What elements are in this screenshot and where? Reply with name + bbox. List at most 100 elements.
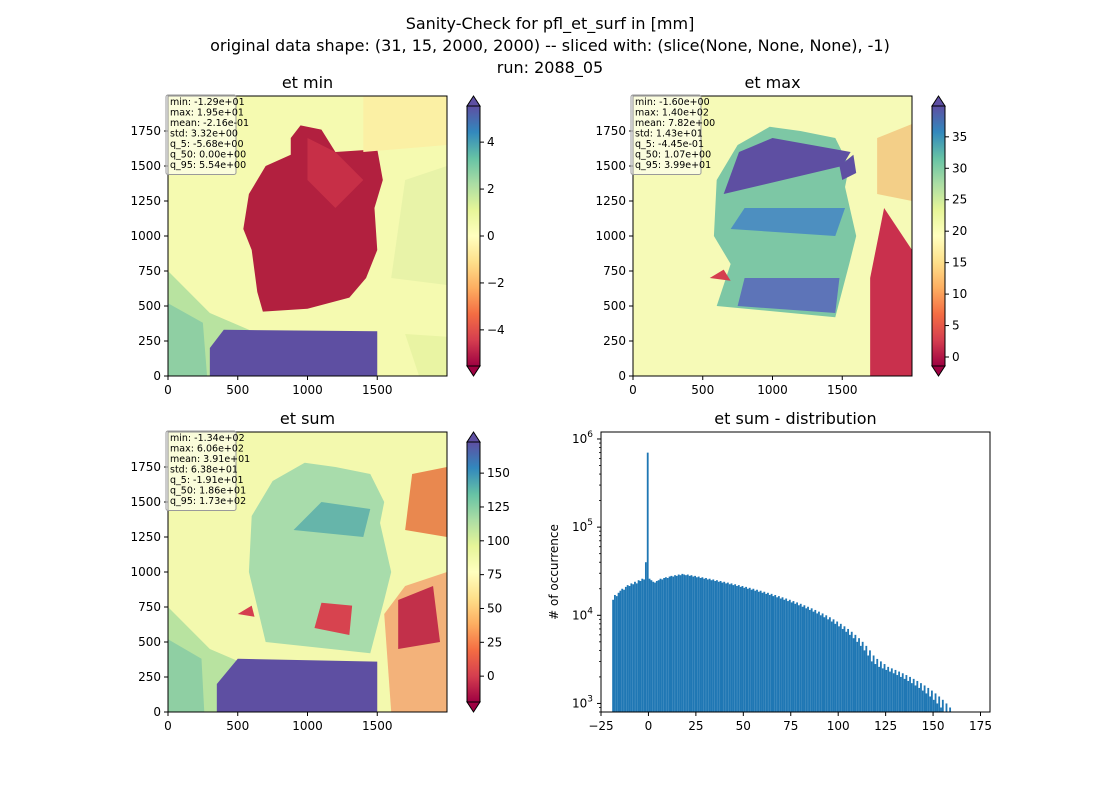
histogram-bar <box>686 574 689 712</box>
histogram-ylabel: # of occurrence <box>547 524 561 620</box>
histogram-bar <box>644 562 647 712</box>
histogram-bar <box>932 699 935 712</box>
histogram-bar <box>792 601 795 712</box>
histogram-bar <box>887 666 890 712</box>
histogram-bar <box>714 580 717 712</box>
stats-line: mean: 3.91e+01 <box>170 454 250 465</box>
x-tick-label: 175 <box>969 719 992 733</box>
x-tick-label: 0 <box>645 719 653 733</box>
histogram-bar <box>683 574 686 712</box>
histogram-bar <box>697 576 700 712</box>
colorbar-extend-max <box>931 95 946 107</box>
stats-line: min: -1.60e+00 <box>635 97 710 108</box>
histogram-bar <box>641 578 644 712</box>
histogram-bar <box>914 685 917 712</box>
y-tick-label: 1500 <box>595 159 626 173</box>
y-tick-label: 750 <box>138 264 161 278</box>
stats-line: std: 3.32e+00 <box>170 129 238 140</box>
histogram-bar <box>892 673 895 712</box>
histogram-bar <box>870 661 873 712</box>
histogram-bar <box>614 594 616 712</box>
histogram-bar <box>772 596 775 712</box>
histogram-bar <box>728 584 731 712</box>
y-tick-label: 104 <box>572 606 593 622</box>
y-tick-label: 1000 <box>130 565 161 579</box>
histogram-bar <box>909 676 911 712</box>
histogram-bar <box>770 593 773 712</box>
histogram-bar <box>890 668 893 712</box>
histogram-bar <box>814 609 817 712</box>
panel-title: et min <box>282 73 333 92</box>
x-tick-label: 1000 <box>292 719 323 733</box>
heatmap-region <box>870 208 912 376</box>
histogram-bar <box>759 590 762 712</box>
histogram-bar <box>639 580 642 712</box>
colorbar-tick-label: 4 <box>487 135 495 149</box>
histogram-bar <box>896 675 899 712</box>
histogram-bar <box>929 696 931 712</box>
histogram-bar <box>752 588 755 712</box>
figure-title-line-1: Sanity-Check for pfl_et_surf in [mm] <box>405 14 695 33</box>
stats-line: q_50: 0.00e+00 <box>170 150 246 161</box>
y-tick-label: 750 <box>138 600 161 614</box>
histogram-bar <box>719 580 722 712</box>
histogram-bar <box>816 613 819 712</box>
colorbar-tick-label: 0 <box>487 669 495 683</box>
histogram-bar <box>808 609 811 712</box>
histogram-bar <box>945 703 948 712</box>
histogram-bar <box>726 582 729 712</box>
stats-line: q_95: 3.99e+01 <box>635 160 711 171</box>
stats-box-frame <box>630 94 702 175</box>
histogram-bar <box>737 585 740 712</box>
histogram-bar <box>861 641 864 712</box>
histogram-bar <box>881 668 884 712</box>
x-tick-label: 1500 <box>362 719 393 733</box>
histogram-bar <box>865 645 868 712</box>
histogram-bar <box>894 669 897 712</box>
stats-box-frame <box>165 430 237 511</box>
histogram-bar <box>677 574 680 712</box>
y-tick-label: 500 <box>138 299 161 313</box>
histogram-bar <box>712 579 715 712</box>
histogram-bar <box>767 592 769 712</box>
histogram-bar <box>756 589 758 712</box>
colorbar-extend-min <box>931 365 946 377</box>
x-tick-label: 1500 <box>827 383 858 397</box>
histogram-bar <box>845 631 848 712</box>
y-tick-label: 1000 <box>595 229 626 243</box>
y-tick-label: 105 <box>572 518 593 534</box>
histogram-bar <box>763 591 766 712</box>
x-tick-label: 75 <box>783 719 798 733</box>
histogram-bar <box>910 683 913 712</box>
histogram-bar <box>854 634 857 712</box>
histogram-bar <box>818 611 820 712</box>
histogram-bar <box>903 678 906 712</box>
x-tick-label: 25 <box>688 719 703 733</box>
histogram-bar <box>626 585 629 712</box>
stats-line: q_95: 1.73e+02 <box>170 496 246 507</box>
histogram-bar <box>907 680 910 712</box>
colorbar-tick-label: 25 <box>952 193 967 207</box>
histogram-bar <box>705 577 707 712</box>
x-tick-label: 0 <box>629 383 637 397</box>
stats-line: q_50: 1.86e+01 <box>170 486 246 497</box>
histogram-bar <box>898 671 901 712</box>
histogram-bar <box>823 617 826 712</box>
histogram-bar <box>828 617 831 712</box>
y-tick-label: 0 <box>153 369 161 383</box>
panel-title: et max <box>744 73 800 92</box>
histogram-bar <box>901 673 904 712</box>
histogram-bar <box>794 603 797 712</box>
histogram-bar <box>841 628 844 712</box>
y-tick-label: 500 <box>603 299 626 313</box>
x-tick-label: 500 <box>691 383 714 397</box>
histogram-bar <box>821 613 824 712</box>
heatmap-region <box>709 269 731 281</box>
histogram-bar <box>612 599 615 712</box>
histogram-bar <box>701 577 704 712</box>
histogram-bar <box>785 598 788 712</box>
stats-line: std: 1.43e+01 <box>635 129 703 140</box>
y-tick-label: 1250 <box>130 530 161 544</box>
